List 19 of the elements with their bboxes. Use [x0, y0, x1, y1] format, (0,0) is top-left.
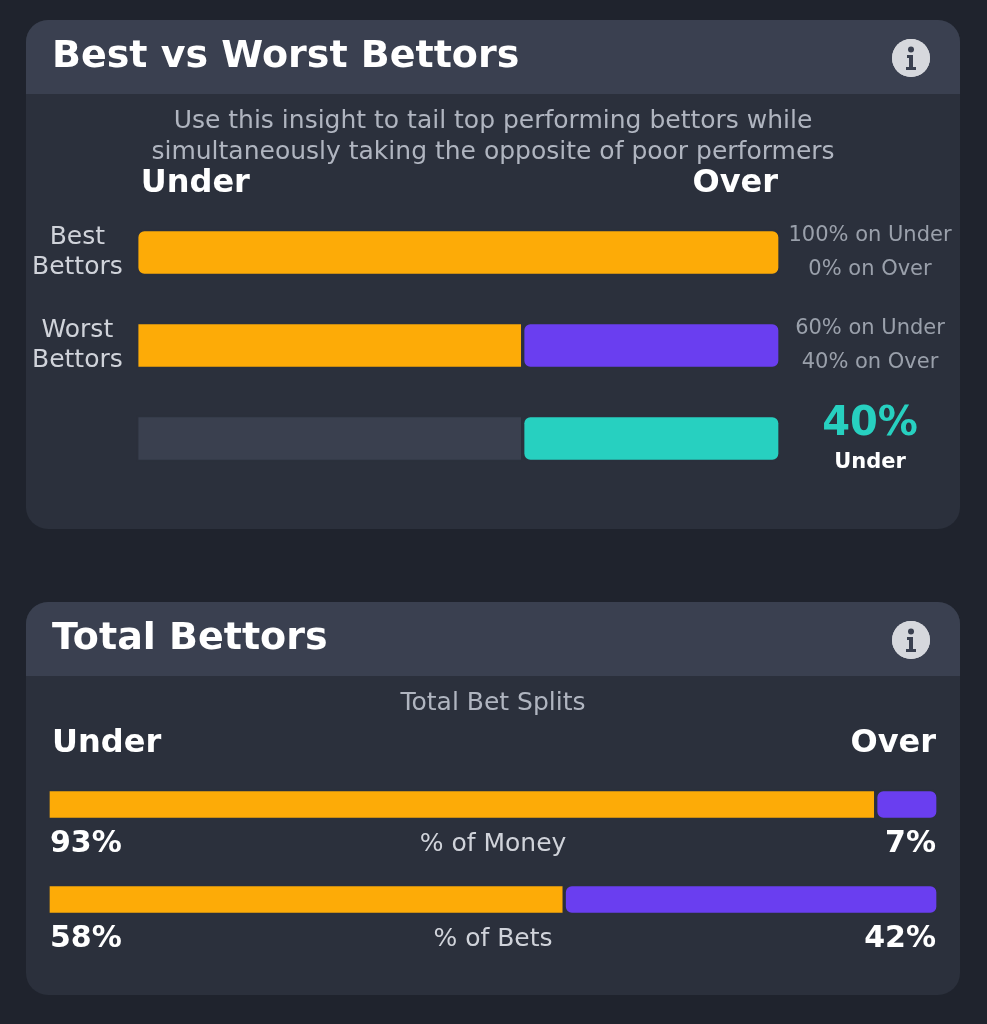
data-label: 100% on Under [788, 221, 952, 246]
data-label: 58% [50, 919, 122, 955]
chart-title: Best vs Worst Bettors [52, 32, 520, 76]
series-label: Under [52, 721, 162, 760]
text: Under [834, 448, 907, 473]
data-label: 7% [885, 824, 936, 860]
y-tick-label: Best Bettors [31, 221, 123, 280]
chart-subtitle: Total Bet Splits [399, 686, 587, 717]
series-label: Over [850, 721, 937, 760]
data-label: 0% on Over [808, 255, 933, 280]
data-label: 42% [864, 919, 936, 955]
data-label: 93% [50, 824, 122, 860]
y-tick-label: Worst Bettors [31, 314, 123, 373]
category-label: % of Bets [433, 923, 553, 952]
chart-title: Total Bettors [52, 614, 328, 658]
data-label: 40% on Over [801, 348, 939, 373]
data-label: 40% [822, 397, 918, 444]
category-label: % of Money [419, 828, 567, 857]
data-label: 60% on Under [795, 314, 946, 339]
